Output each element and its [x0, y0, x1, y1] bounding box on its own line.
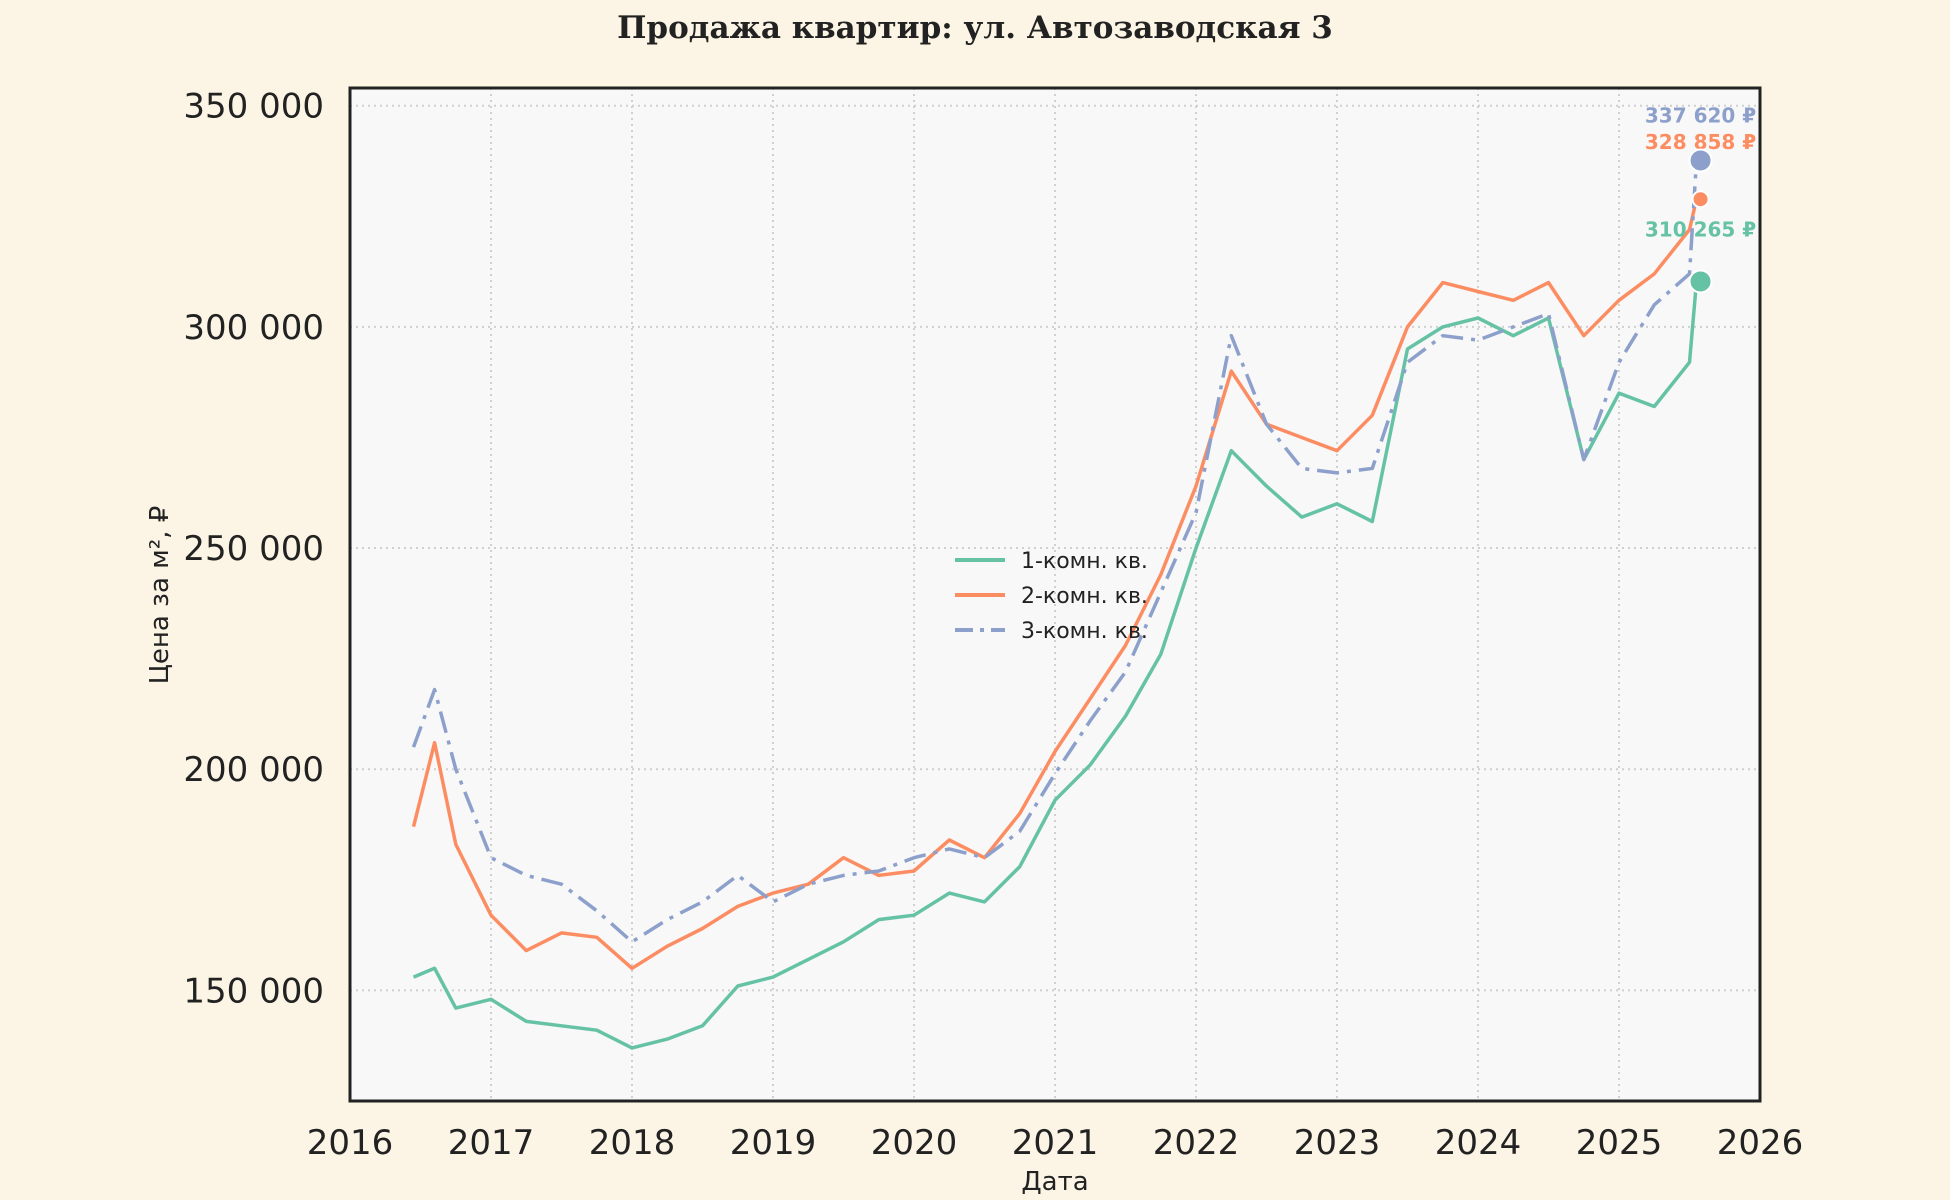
y-tick-label: 300 000 [183, 308, 324, 348]
y-tick-label: 150 000 [183, 971, 324, 1011]
plot-frame [348, 86, 1762, 1103]
end-markers: 310 265 ₽328 858 ₽337 620 ₽ [1645, 103, 1756, 294]
y-axis-label: Цена за м², ₽ [145, 506, 175, 685]
x-tick-label: 2017 [448, 1123, 535, 1163]
x-tick-label: 2020 [871, 1123, 958, 1163]
legend-label: 2-комн. кв. [1021, 584, 1148, 609]
x-tick-label: 2024 [1435, 1123, 1522, 1163]
x-tick-label: 2018 [589, 1123, 676, 1163]
end-marker-1 [1688, 269, 1713, 294]
x-tick-label: 2021 [1012, 1123, 1099, 1163]
x-tick-label: 2026 [1717, 1123, 1804, 1163]
end-value-label-1: 310 265 ₽ [1645, 217, 1756, 241]
end-marker-3 [1688, 148, 1713, 173]
x-tick-label: 2025 [1576, 1123, 1663, 1163]
y-tick-label: 200 000 [183, 750, 324, 790]
x-tick-label: 2016 [307, 1123, 394, 1163]
x-tick-label: 2022 [1153, 1123, 1240, 1163]
x-tick-label: 2019 [730, 1123, 817, 1163]
series-line-2 [411, 198, 1699, 971]
chart-title: Продажа квартир: ул. Автозаводская 3 [617, 10, 1333, 46]
x-axis-label: Дата [1021, 1167, 1088, 1197]
y-axis-ticks: 150 000 200 000 250 000 300 000 350 000 [183, 87, 324, 1012]
end-marker-2 [1691, 190, 1710, 209]
series-line-3 [411, 160, 1699, 944]
legend-label: 1-комн. кв. [1021, 549, 1148, 574]
x-axis-ticks: 2016 2017 2018 2019 2020 2021 2022 2023 2024 2025… [307, 1123, 1804, 1163]
series-layer [411, 160, 1699, 1050]
y-tick-label: 350 000 [183, 87, 324, 127]
y-tick-label: 250 000 [183, 529, 324, 569]
end-value-label-3: 337 620 ₽ [1645, 103, 1756, 127]
legend-label: 3-комн. кв. [1021, 619, 1148, 644]
x-tick-label: 2023 [1294, 1123, 1381, 1163]
legend: 1-комн. кв. 2-комн. кв. 3-комн. кв. [955, 549, 1148, 644]
